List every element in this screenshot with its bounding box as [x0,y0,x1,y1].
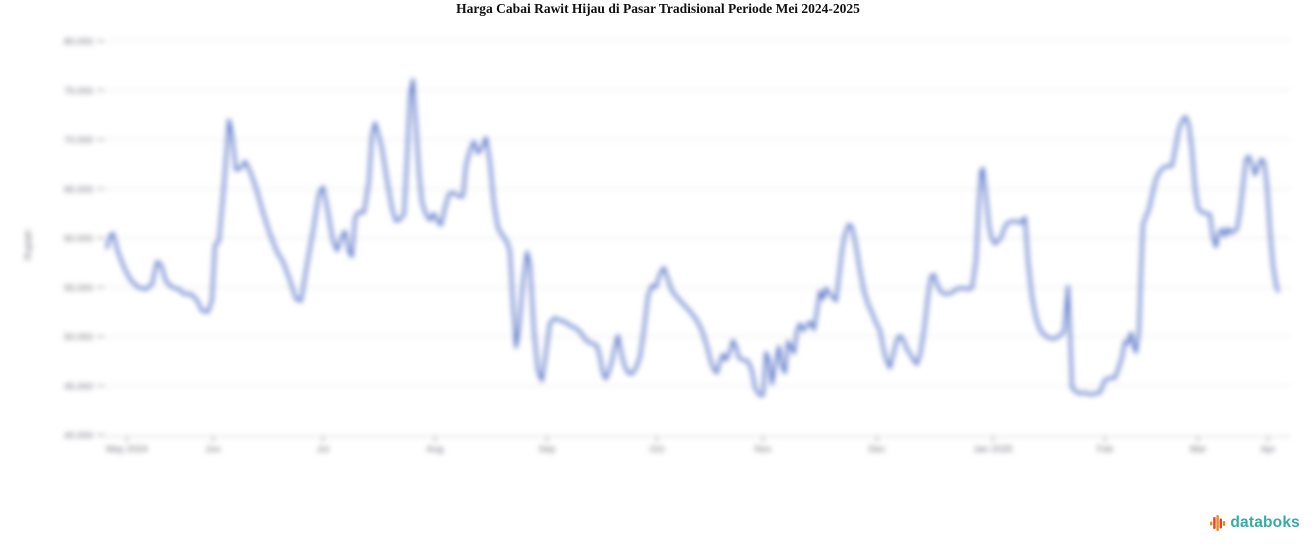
y-tick-label: 55.000 [64,283,93,294]
y-tick-label: 45.000 [64,381,93,392]
price-line-series [105,78,1280,397]
x-tick-label: Sep [539,444,556,455]
y-tick-label: 50.000 [64,332,93,343]
y-tick-label: 70.000 [64,135,93,146]
x-tick-label: Dec [869,444,886,455]
y-tick-label: 75.000 [64,86,93,97]
x-tick-label: Mar [1190,444,1206,455]
y-axis-title: Rupiah [23,230,34,260]
x-tick-label: Jun [205,444,220,455]
databoks-logo-icon [1210,515,1226,531]
x-tick-label: Feb [1097,444,1113,455]
y-tick-label: 60.000 [64,234,93,245]
x-tick-label: Jul [317,444,329,455]
y-tick-label: 65.000 [64,184,93,195]
databoks-logo: databoks [1210,514,1300,532]
page-title: Harga Cabai Rawit Hijau di Pasar Tradisi… [456,1,860,16]
x-tick-label: Aug [427,444,444,455]
chart-plot-area: 80.000 75.000 70.000 65.000 60.000 55.000 50.0… [64,37,1291,455]
x-tick-label: Jan 2025 [973,444,1012,455]
x-tick-label: May 2024 [106,444,148,455]
y-tick-label: 40.000 [64,431,93,442]
x-tick-label: Nov [755,444,772,455]
y-tick-label: 80.000 [64,37,93,48]
x-tick-label: Apr [1261,444,1276,455]
x-tick-label: Oct [650,444,665,455]
databoks-logo-text: databoks [1230,514,1300,531]
